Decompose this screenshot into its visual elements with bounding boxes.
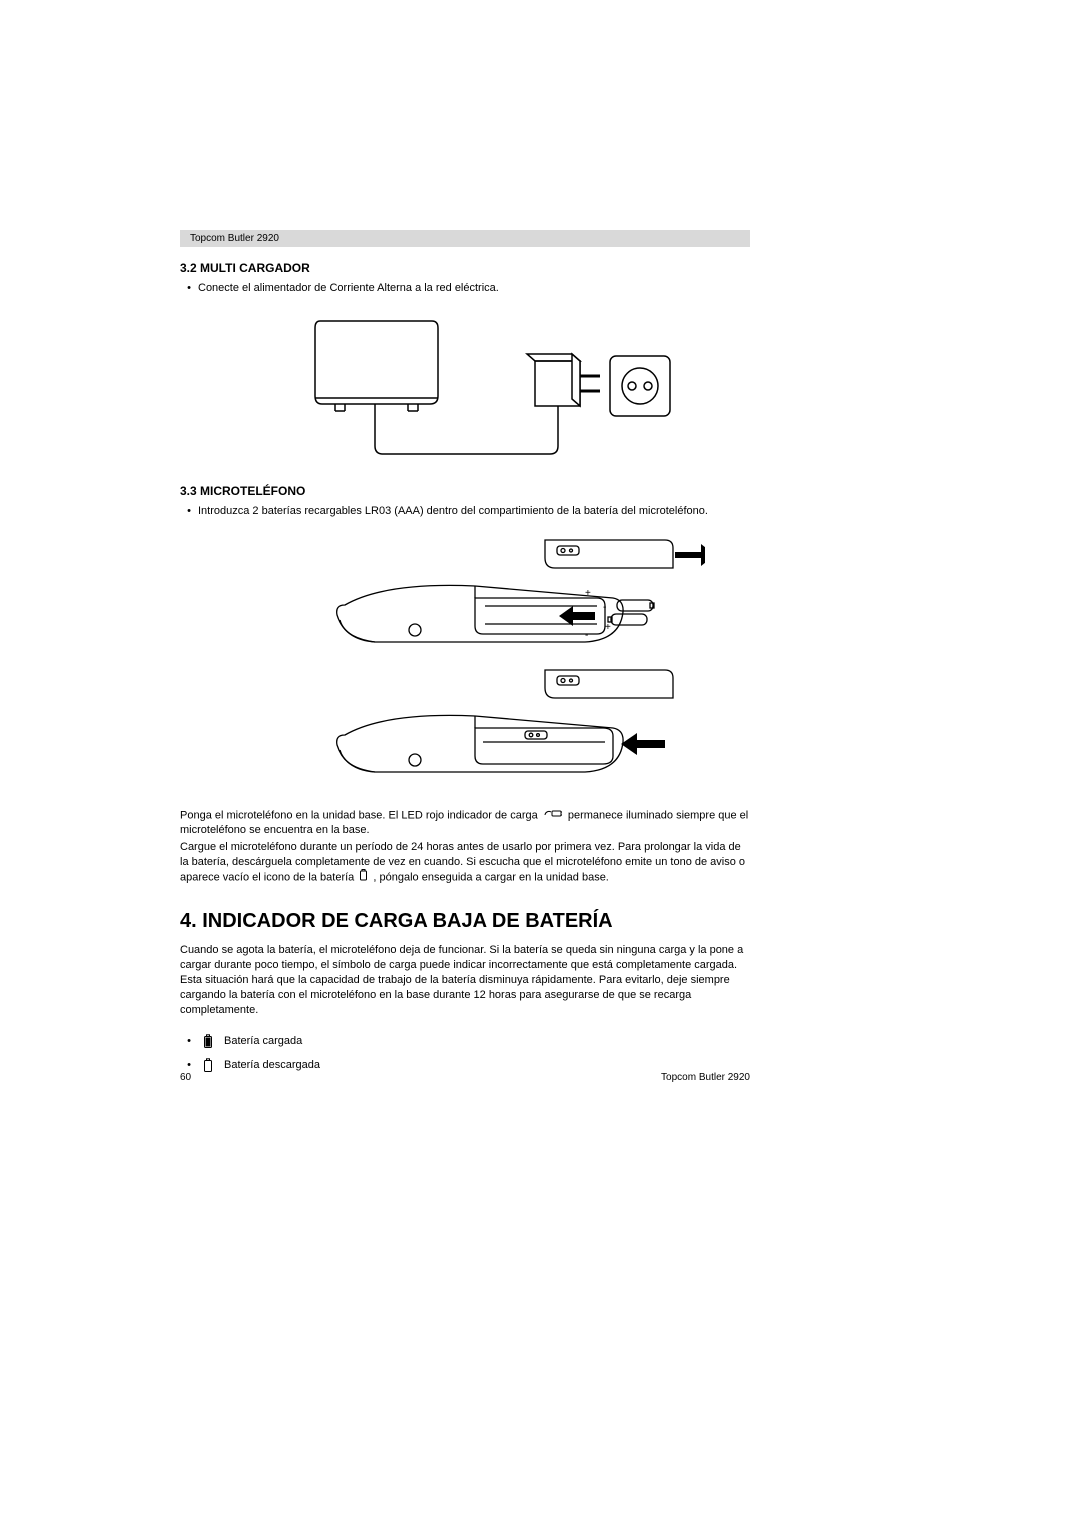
bullet-dot: • <box>180 1035 198 1047</box>
chapter-4-heading: 4. INDICADOR DE CARGA BAJA DE BATERÍA <box>180 910 750 933</box>
charge-led-icon <box>543 808 563 823</box>
svg-text:+: + <box>585 588 591 599</box>
section-33-bullet: Introduzca 2 baterías recargables LR03 (… <box>198 504 750 519</box>
battery-empty-row: • Batería descargada <box>180 1058 750 1072</box>
bullet-dot: • <box>180 504 198 519</box>
svg-text:+: + <box>605 622 611 633</box>
handset-diagram: + - - + <box>180 530 750 790</box>
battery-full-icon <box>198 1034 218 1048</box>
paragraph-1: Ponga el microteléfono en la unidad base… <box>180 808 750 838</box>
bullet-row: • Introduzca 2 baterías recargables LR03… <box>180 504 750 519</box>
battery-empty-label: Batería descargada <box>224 1059 320 1071</box>
page-content: Topcom Butler 2920 3.2 MULTI CARGADOR • … <box>180 230 750 1082</box>
header-product: Topcom Butler 2920 <box>190 233 279 244</box>
section-32-bullet: Conecte el alimentador de Corriente Alte… <box>198 281 750 296</box>
battery-empty-icon <box>359 869 368 886</box>
svg-text:-: - <box>603 602 606 613</box>
battery-empty-icon <box>198 1058 218 1072</box>
paragraph-2: Cargue el microteléfono durante un perío… <box>180 840 750 887</box>
footer-product: Topcom Butler 2920 <box>661 1072 750 1083</box>
charger-diagram <box>180 306 750 466</box>
chapter-4-body: Cuando se agota la batería, el microtelé… <box>180 943 750 1017</box>
section-32-heading: 3.2 MULTI CARGADOR <box>180 261 750 275</box>
svg-text:-: - <box>585 630 588 641</box>
page-footer: 60 Topcom Butler 2920 <box>180 1072 750 1083</box>
bullet-row: • Conecte el alimentador de Corriente Al… <box>180 281 750 296</box>
para1-a: Ponga el microteléfono en la unidad base… <box>180 809 541 821</box>
header-bar: Topcom Butler 2920 <box>180 230 750 247</box>
section-33-heading: 3.3 MICROTELÉFONO <box>180 484 750 498</box>
bullet-dot: • <box>180 1059 198 1071</box>
battery-full-label: Batería cargada <box>224 1035 302 1047</box>
battery-full-row: • Batería cargada <box>180 1034 750 1048</box>
para2-b: , póngalo enseguida a cargar en la unida… <box>373 872 608 884</box>
page-number: 60 <box>180 1072 191 1083</box>
bullet-dot: • <box>180 281 198 296</box>
